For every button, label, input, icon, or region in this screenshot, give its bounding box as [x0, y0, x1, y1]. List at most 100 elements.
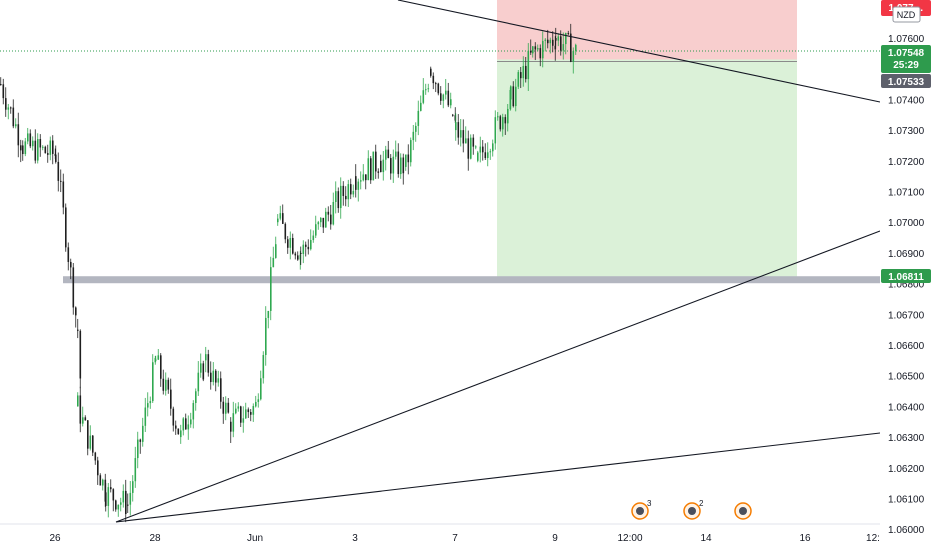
candle-body — [260, 378, 262, 400]
y-tick-label: 1.06600 — [888, 341, 925, 352]
candle-body — [115, 500, 117, 510]
candle-body — [502, 117, 504, 130]
candle-body — [255, 401, 257, 407]
candle-body — [475, 146, 477, 148]
candle-body — [560, 36, 562, 51]
candle-body — [555, 38, 557, 41]
candle-body — [215, 370, 217, 383]
candle-body — [517, 72, 520, 87]
candle-body — [497, 116, 499, 118]
bid-price-tag[interactable] — [881, 74, 931, 88]
candle-body — [482, 146, 484, 153]
trendline-rising-shallow[interactable] — [115, 432, 881, 523]
candle-body — [160, 355, 162, 379]
candle-body — [112, 489, 115, 501]
level-price-tag-text: 1.06811 — [888, 272, 924, 283]
candle-body — [279, 213, 282, 219]
trendline-upper-descending[interactable] — [397, 0, 881, 103]
candle-body — [182, 418, 185, 431]
candle-body — [240, 406, 242, 423]
y-tick-label: 1.06700 — [888, 310, 925, 321]
candle-body — [62, 181, 65, 208]
event-count: 2 — [699, 499, 704, 508]
stop-loss-zone[interactable] — [497, 0, 797, 60]
candle-body — [250, 412, 252, 415]
candle-body — [180, 430, 182, 438]
candle-body — [360, 180, 362, 182]
candle-body — [554, 45, 557, 50]
candle-body — [185, 418, 187, 430]
candle-body — [157, 355, 160, 360]
candle-body — [544, 39, 547, 41]
candle-body — [375, 151, 377, 172]
candle-body — [572, 51, 575, 62]
candle-body — [400, 157, 402, 175]
trendline-rising-steep[interactable] — [115, 230, 881, 523]
candle-body — [477, 152, 479, 161]
last-price-tag[interactable] — [881, 45, 931, 73]
candle-body — [147, 403, 149, 408]
candle-body — [390, 158, 392, 174]
candle-body — [402, 157, 405, 174]
candle-body — [149, 401, 152, 404]
candle-body — [107, 487, 110, 506]
candle-body — [22, 145, 24, 155]
candle-body — [442, 94, 445, 101]
support-level-band[interactable] — [63, 276, 880, 284]
candle-body — [492, 143, 494, 152]
candle-body — [72, 267, 75, 308]
candle-body — [382, 159, 385, 173]
take-profit-zone[interactable] — [497, 59, 797, 281]
candle-body — [312, 235, 315, 241]
candle-body — [542, 40, 544, 59]
candle-body — [284, 223, 287, 240]
y-tick-label: 1.06200 — [888, 464, 925, 475]
candle-body — [99, 475, 102, 486]
candle-body — [82, 417, 84, 424]
candle-body — [387, 149, 390, 159]
candle-body — [104, 479, 107, 502]
candle-body — [575, 44, 577, 52]
currency-label-box[interactable] — [892, 6, 921, 23]
level-price-tag[interactable] — [881, 269, 931, 283]
candle-body — [270, 267, 272, 311]
candle-body — [515, 86, 517, 107]
candle-body — [212, 370, 215, 383]
candle-body — [510, 86, 512, 100]
candle-body — [144, 407, 147, 426]
candle-body — [29, 133, 32, 147]
candle-body — [549, 39, 552, 44]
candle-body — [422, 90, 425, 103]
candle-body — [2, 84, 5, 99]
candle-body — [355, 176, 357, 190]
y-tick-label: 1.07600 — [888, 34, 925, 45]
candle-body — [484, 152, 487, 159]
candle-body — [292, 237, 294, 254]
candle-body — [210, 372, 212, 383]
candle-body — [42, 146, 44, 148]
candle-body — [452, 114, 454, 116]
candle-body — [77, 395, 79, 407]
y-tick-label: 1.06400 — [888, 402, 925, 413]
candle-body — [57, 161, 60, 181]
candle-body — [522, 65, 525, 79]
candle-body — [5, 98, 7, 110]
candle-body — [60, 180, 62, 182]
candle-body — [70, 261, 72, 268]
candle-body — [167, 379, 170, 390]
candle-body — [200, 363, 202, 373]
candle-body — [247, 409, 250, 413]
candle-body — [362, 174, 365, 181]
candle-body — [44, 146, 47, 154]
y-tick-label: 1.06000 — [888, 525, 925, 536]
candle-body — [202, 363, 205, 380]
candle-body — [437, 83, 440, 94]
candle-body — [367, 158, 370, 181]
candle-body — [347, 184, 350, 200]
candle-body — [117, 504, 120, 510]
candle-body — [299, 254, 302, 260]
candle-body — [302, 244, 305, 255]
candle-body — [380, 160, 382, 173]
candle-body — [252, 406, 255, 415]
